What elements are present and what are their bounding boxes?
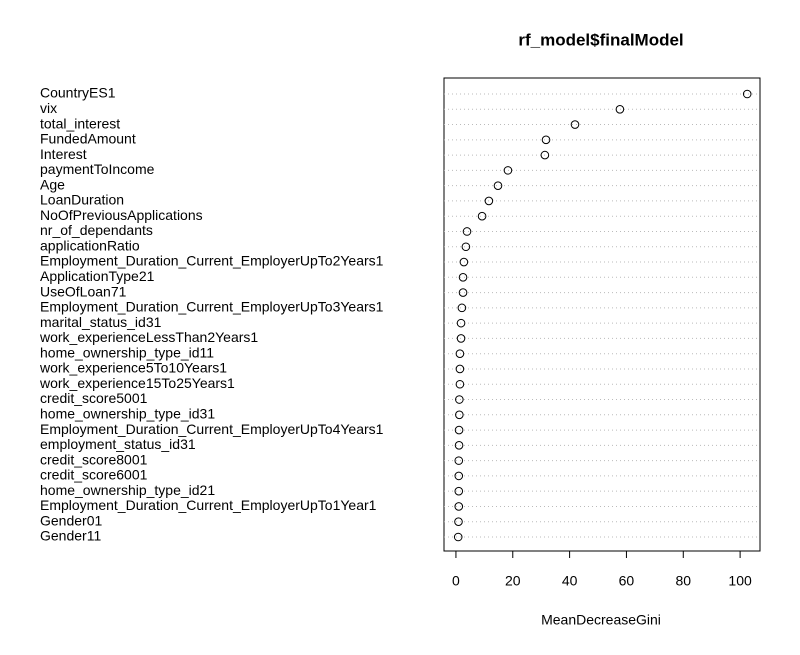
dot: [455, 395, 464, 404]
y-tick-label: Gender01: [40, 512, 102, 528]
dot: [484, 196, 494, 206]
y-tick-label: paymentToIncome: [40, 161, 155, 177]
dot: [455, 349, 465, 358]
y-tick-label: marital_status_id31: [40, 314, 162, 330]
y-tick-label: Interest: [40, 146, 87, 162]
y-tick-label: Employment_Duration_Current_EmployerUpTo…: [40, 253, 384, 269]
dot: [615, 104, 625, 114]
y-tick-label: credit_score6001: [40, 467, 148, 483]
x-tick-label: 20: [505, 573, 521, 589]
y-tick-label: NoOfPreviousApplications: [40, 207, 203, 223]
dot: [503, 166, 513, 175]
y-tick-label: FundedAmount: [40, 131, 136, 147]
dot: [462, 227, 472, 236]
y-tick-label: employment_status_id31: [40, 436, 196, 452]
dot: [570, 120, 580, 129]
dot: [458, 288, 468, 297]
y-tick-label: Employment_Duration_Current_EmployerUpTo…: [40, 299, 384, 315]
y-tick-label: CountryES1: [40, 85, 116, 101]
y-tick-label: Employment_Duration_Current_EmployerUpTo…: [40, 497, 377, 513]
dot: [455, 410, 464, 420]
x-tick-label: 0: [452, 573, 460, 589]
dot: [461, 242, 471, 252]
y-tick-label: home_ownership_type_id21: [40, 482, 215, 498]
dot: [454, 456, 464, 465]
y-tick-label: vix: [40, 100, 57, 116]
x-tick-label: 40: [562, 573, 578, 589]
dot: [540, 150, 550, 160]
dot: [453, 532, 463, 542]
y-tick-label: total_interest: [40, 115, 120, 131]
y-tick-label: work_experienceLessThan2Years1: [39, 329, 258, 345]
dot: [456, 334, 466, 343]
dot: [455, 364, 465, 374]
dot: [454, 502, 464, 511]
x-tick-label: 80: [675, 573, 691, 589]
y-tick-label: home_ownership_type_id11: [40, 344, 214, 360]
y-tick-label: applicationRatio: [40, 237, 140, 253]
y-tick-label: LoanDuration: [40, 192, 124, 208]
dot: [457, 303, 467, 313]
y-tick-label: work_experience15To25Years1: [39, 375, 235, 391]
y-tick-label: Age: [40, 176, 65, 192]
y-tick-label: nr_of_dependants: [40, 222, 153, 238]
x-axis-label: MeanDecreaseGini: [541, 612, 661, 628]
y-tick-label: ApplicationType21: [40, 268, 155, 284]
chart-title: rf_model$finalModel: [518, 30, 683, 49]
dot: [454, 471, 464, 481]
dot: [459, 257, 469, 267]
plot-frame: [443, 77, 761, 552]
y-tick-label: credit_score5001: [40, 390, 148, 406]
y-tick-label: credit_score8001: [40, 451, 148, 467]
dot: [454, 486, 464, 496]
dot: [454, 425, 464, 435]
y-tick-label: home_ownership_type_id31: [40, 405, 215, 421]
dot: [541, 135, 551, 145]
y-tick-label: Employment_Duration_Current_EmployerUpTo…: [40, 421, 384, 437]
dot: [455, 379, 465, 389]
dot: [454, 517, 463, 527]
dot: [454, 441, 464, 450]
y-tick-label: UseOfLoan71: [40, 283, 127, 299]
dot: [456, 318, 466, 328]
y-tick-label: work_experience5To10Years1: [39, 360, 227, 376]
x-tick-label: 60: [619, 573, 635, 589]
dot: [477, 211, 487, 221]
dot: [458, 273, 468, 282]
dot: [493, 181, 503, 190]
y-tick-label: Gender11: [40, 528, 101, 544]
x-tick-label: 100: [728, 573, 752, 589]
dot: [742, 89, 752, 99]
